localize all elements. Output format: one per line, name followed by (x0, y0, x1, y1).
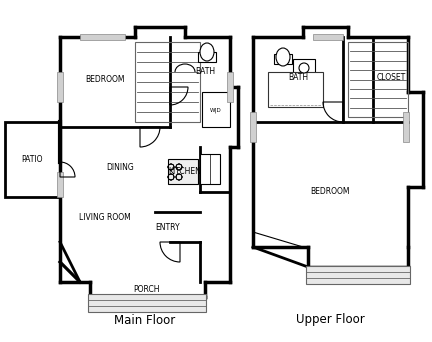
Ellipse shape (276, 48, 290, 66)
Text: DINING: DINING (106, 162, 134, 171)
Text: BEDROOM: BEDROOM (85, 75, 125, 83)
Bar (200, 154, 220, 184)
Bar (135, 42, 200, 122)
Bar (227, 72, 233, 102)
Text: KITCHEN: KITCHEN (168, 168, 201, 176)
Bar (274, 54, 292, 64)
Bar (80, 34, 125, 40)
Text: BATH: BATH (195, 67, 215, 77)
Bar (57, 172, 63, 197)
Text: BATH: BATH (288, 73, 308, 81)
Bar (306, 266, 410, 284)
Bar (268, 72, 323, 107)
Text: ENTRY: ENTRY (156, 223, 180, 232)
Bar (250, 112, 256, 142)
Text: PORCH: PORCH (134, 285, 160, 293)
Bar (293, 59, 315, 77)
Bar (88, 294, 206, 312)
Ellipse shape (200, 43, 214, 61)
Bar (403, 112, 409, 142)
Text: BEDROOM: BEDROOM (310, 187, 350, 197)
Bar (57, 72, 63, 102)
Bar (198, 52, 216, 62)
Bar (168, 159, 198, 184)
Text: LIVING ROOM: LIVING ROOM (79, 212, 131, 222)
Bar (202, 92, 230, 127)
Bar (348, 42, 408, 117)
Text: Upper Floor: Upper Floor (295, 314, 364, 327)
Text: Main Floor: Main Floor (114, 314, 176, 327)
Text: CLOSET: CLOSET (376, 73, 406, 81)
Ellipse shape (299, 63, 309, 73)
Text: W|D: W|D (210, 107, 222, 113)
Text: PATIO: PATIO (21, 156, 43, 165)
Bar (313, 34, 343, 40)
Bar (5, 122, 60, 197)
